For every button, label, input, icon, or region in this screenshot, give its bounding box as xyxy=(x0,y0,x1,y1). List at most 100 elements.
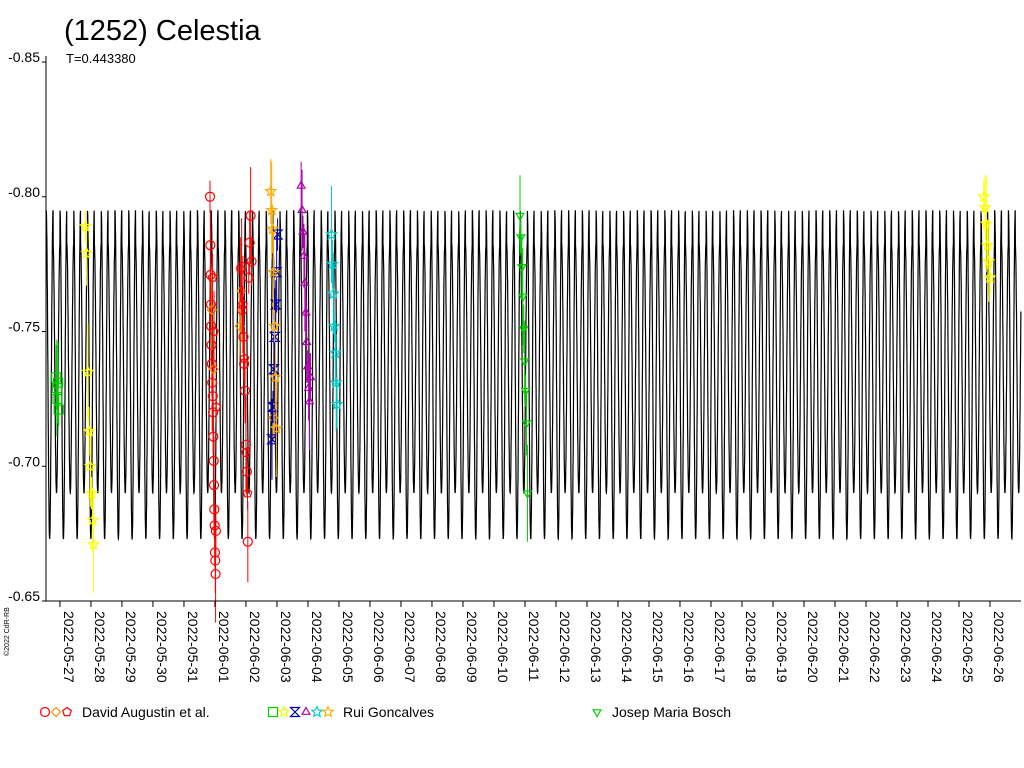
data-point xyxy=(204,191,216,202)
data-point xyxy=(979,216,993,230)
x-tick-label: 2022-06-25 xyxy=(960,611,976,683)
legend-marker xyxy=(277,705,291,718)
data-point xyxy=(236,261,247,272)
x-tick-label: 2022-06-16 xyxy=(681,611,697,683)
legend-entry: Rui Goncalves xyxy=(267,704,434,720)
x-tick-label: 2022-06-23 xyxy=(898,611,914,683)
data-point xyxy=(327,319,341,332)
legend-label: Josep Maria Bosch xyxy=(612,704,731,720)
legend-label: Rui Goncalves xyxy=(343,704,434,720)
x-tick-label: 2022-06-09 xyxy=(464,611,480,683)
data-point xyxy=(244,237,255,248)
data-point xyxy=(210,568,221,580)
data-point xyxy=(51,372,62,383)
data-point xyxy=(239,385,251,396)
data-point xyxy=(326,286,340,300)
x-tick-label: 2022-06-21 xyxy=(836,611,852,683)
legend-marker xyxy=(61,706,73,717)
data-point xyxy=(330,397,344,410)
data-point xyxy=(237,304,248,316)
data-point xyxy=(267,319,282,332)
data-point xyxy=(518,326,529,335)
data-point xyxy=(266,222,280,235)
x-tick-label: 2022-06-11 xyxy=(526,611,542,682)
data-point xyxy=(53,404,64,415)
credit-text: ©2022 CdR-RB xyxy=(3,607,11,656)
x-tick-label: 2022-06-03 xyxy=(278,611,294,683)
x-tick-label: 2022-06-22 xyxy=(867,611,883,683)
data-point xyxy=(209,520,220,531)
data-point xyxy=(983,270,997,284)
series-7 xyxy=(296,161,316,451)
data-point xyxy=(239,358,250,369)
legend-label: David Augustin et al. xyxy=(82,704,210,720)
data-point xyxy=(207,377,218,388)
data-point xyxy=(242,536,253,547)
data-point xyxy=(268,370,282,383)
data-point xyxy=(269,299,282,310)
series-4 xyxy=(51,339,64,437)
model-lightcurve xyxy=(45,210,1022,542)
x-tick-label: 2022-05-28 xyxy=(92,611,108,683)
data-point xyxy=(264,184,278,197)
x-tick-label: 2022-06-07 xyxy=(402,611,418,683)
legend-entry: Josep Maria Bosch xyxy=(592,704,731,720)
series-10 xyxy=(977,175,997,302)
legend-marker xyxy=(289,706,301,718)
x-tick-label: 2022-05-30 xyxy=(154,611,170,683)
data-point xyxy=(208,326,220,336)
data-point xyxy=(515,212,525,222)
x-tick-label: 2022-06-01 xyxy=(216,611,232,683)
data-point xyxy=(246,256,257,267)
x-tick-label: 2022-06-06 xyxy=(371,611,387,683)
model-curve-layer xyxy=(45,210,1022,542)
x-tick-label: 2022-06-17 xyxy=(712,611,728,683)
y-tick-label: -0.85 xyxy=(8,49,40,65)
x-tick-label: 2022-06-26 xyxy=(991,611,1007,683)
data-point xyxy=(266,265,281,278)
legend-marker xyxy=(39,706,51,718)
chart-title: (1252) Celestia xyxy=(64,15,262,47)
data-point xyxy=(238,331,249,342)
data-point xyxy=(304,395,315,405)
legend-marker xyxy=(592,709,602,718)
data-point xyxy=(52,393,63,404)
data-point xyxy=(519,358,530,367)
data-point xyxy=(52,377,64,388)
x-tick-label: 2022-06-15 xyxy=(650,611,666,683)
x-tick-label: 2022-06-24 xyxy=(929,611,945,683)
data-point xyxy=(270,267,283,278)
data-point xyxy=(299,277,310,286)
data-point xyxy=(296,180,307,189)
legend-entry: David Augustin et al. xyxy=(39,704,210,720)
x-tick-label: 2022-06-20 xyxy=(805,611,821,683)
data-point xyxy=(328,346,342,359)
data-point xyxy=(305,371,316,381)
data-point xyxy=(245,210,256,221)
data-point xyxy=(243,272,254,283)
data-point xyxy=(84,486,99,499)
x-tick-label: 2022-06-10 xyxy=(495,611,511,683)
data-point xyxy=(982,254,996,267)
y-tick-label: -0.70 xyxy=(8,453,40,469)
y-tick-label: -0.80 xyxy=(8,184,40,200)
data-point xyxy=(78,219,92,232)
legend-marker xyxy=(301,706,311,715)
data-point xyxy=(978,200,992,214)
legend-marker xyxy=(321,705,335,718)
data-point xyxy=(207,272,218,282)
series-8 xyxy=(324,185,344,432)
legend-marker xyxy=(267,706,279,718)
data-point xyxy=(210,525,221,537)
data-point xyxy=(237,299,248,309)
chart-subtitle: T=0.443380 xyxy=(66,51,136,66)
legend-marker xyxy=(50,706,62,718)
data-point xyxy=(515,234,526,243)
data-point xyxy=(81,365,95,378)
x-tick-label: 2022-06-19 xyxy=(774,611,790,683)
x-tick-label: 2022-06-04 xyxy=(309,611,325,683)
data-point xyxy=(522,490,533,499)
data-point xyxy=(301,336,312,346)
data-point xyxy=(324,227,339,241)
x-tick-label: 2022-06-18 xyxy=(743,611,759,683)
